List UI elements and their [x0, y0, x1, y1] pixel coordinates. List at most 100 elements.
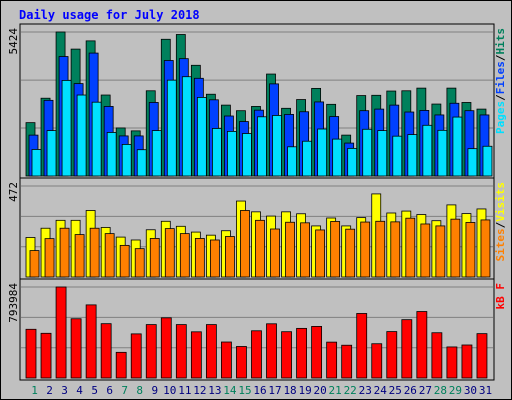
kbytes-bar-13	[205, 324, 217, 379]
pages-bar-9	[151, 130, 162, 177]
kbytes-bar-25	[386, 331, 398, 379]
pages-bar-23	[362, 128, 373, 177]
pages-bar-4	[76, 94, 87, 177]
kbytes-bar-17	[266, 323, 277, 379]
kbytes-bar-18	[281, 331, 292, 379]
series-sites	[29, 210, 491, 278]
kbytes-bar-30	[461, 344, 473, 379]
pages-bar-27	[422, 124, 433, 177]
pages-bar-15	[242, 133, 252, 177]
x-tick-label-19: 19	[298, 384, 311, 397]
x-tick-label-21: 21	[329, 384, 342, 397]
x-tick-label-3: 3	[61, 384, 68, 397]
pages-bar-3	[61, 80, 72, 177]
sites-bar-10	[164, 228, 175, 278]
legend-sites: Sites	[494, 228, 507, 261]
kbytes-bar-28	[431, 332, 443, 379]
x-tick-label-12: 12	[193, 384, 206, 397]
x-tick-label-8: 8	[136, 384, 143, 397]
panel-middle: 472 Sites/Visits	[7, 177, 507, 280]
pages-bar-20	[317, 128, 328, 177]
pages-bar-31	[482, 145, 493, 177]
pages-bar-1	[31, 149, 42, 177]
sites-bar-27	[420, 223, 431, 278]
kbytes-bar-12	[190, 331, 202, 379]
sites-bar-5	[89, 227, 100, 278]
x-tick-label-25: 25	[389, 384, 402, 397]
kbytes-bar-23	[356, 313, 368, 379]
pages-bar-16	[257, 116, 267, 177]
x-tick-label-7: 7	[121, 384, 128, 397]
kbytes-bar-31	[476, 333, 488, 379]
pages-bar-29	[452, 116, 463, 177]
sites-bar-7	[119, 244, 130, 278]
sites-bar-8	[134, 248, 145, 278]
panel-top-legend: Pages/Files/Hits	[494, 28, 507, 134]
x-tick-label-27: 27	[419, 384, 432, 397]
pages-bar-18	[287, 146, 297, 177]
kbytes-bar-2	[40, 332, 52, 379]
x-tick-label-5: 5	[91, 384, 98, 397]
pages-bar-19	[302, 140, 312, 177]
panel-middle-legend: Sites/Visits	[494, 182, 507, 262]
sites-bar-15	[240, 210, 250, 278]
sites-bar-9	[149, 238, 160, 278]
panel-top-max-label: 5424	[7, 28, 20, 55]
sites-bar-25	[390, 221, 401, 278]
kbytes-bar-6	[100, 323, 112, 379]
kbytes-bar-21	[326, 341, 338, 379]
kbytes-bar-10	[160, 317, 172, 379]
pages-bar-25	[392, 135, 403, 177]
pages-bar-14	[227, 130, 237, 177]
legend-slash: /	[494, 94, 507, 101]
kbytes-bar-19	[296, 327, 307, 379]
kbytes-bar-22	[341, 344, 353, 379]
kbytes-bar-3	[55, 286, 67, 379]
pages-bar-17	[272, 115, 282, 177]
chart-title: Daily usage for July 2018	[19, 8, 200, 22]
pages-bar-5	[91, 101, 102, 177]
kbytes-bar-20	[311, 326, 323, 379]
sites-bar-31	[480, 219, 491, 278]
x-tick-label-26: 26	[404, 384, 417, 397]
x-tick-label-24: 24	[374, 384, 388, 397]
panel-middle-max-label: 472	[7, 182, 20, 202]
panel-bottom-max-label: 793984	[7, 283, 20, 323]
sites-bar-12	[194, 238, 205, 278]
sites-bar-1	[29, 250, 40, 278]
sites-bar-14	[225, 236, 235, 278]
x-tick-label-1: 1	[31, 384, 38, 397]
x-tick-label-22: 22	[344, 384, 357, 397]
pages-bar-10	[166, 79, 177, 177]
x-tick-label-6: 6	[106, 384, 113, 397]
legend-pages: Pages	[494, 101, 507, 134]
x-tick-label-9: 9	[151, 384, 158, 397]
x-tick-label-18: 18	[283, 384, 296, 397]
kbytes-bar-16	[251, 330, 262, 379]
pages-bar-6	[106, 132, 117, 177]
kbytes-bar-8	[130, 333, 142, 379]
kbytes-bar-7	[115, 351, 127, 379]
sites-bar-24	[375, 220, 386, 278]
pages-bar-26	[407, 134, 418, 177]
x-tick-label-11: 11	[178, 384, 191, 397]
sites-bar-19	[300, 222, 310, 278]
x-tick-label-28: 28	[434, 384, 447, 397]
sites-bar-22	[345, 228, 356, 278]
x-tick-label-30: 30	[464, 384, 477, 397]
kbytes-bar-4	[70, 318, 82, 379]
series-pages	[31, 76, 493, 177]
pages-bar-2	[46, 130, 57, 177]
sites-bar-21	[330, 221, 341, 278]
x-tick-label-14: 14	[223, 384, 237, 397]
legend-visits: Visits	[494, 182, 507, 222]
sites-bar-18	[285, 221, 295, 278]
kbytes-bar-5	[85, 304, 97, 379]
x-tick-label-16: 16	[253, 384, 266, 397]
pages-bar-24	[377, 130, 388, 177]
x-tick-label-15: 15	[238, 384, 251, 397]
panel-bottom-legend: kB F	[494, 283, 507, 310]
x-tick-label-10: 10	[163, 384, 176, 397]
pages-bar-7	[121, 144, 132, 177]
